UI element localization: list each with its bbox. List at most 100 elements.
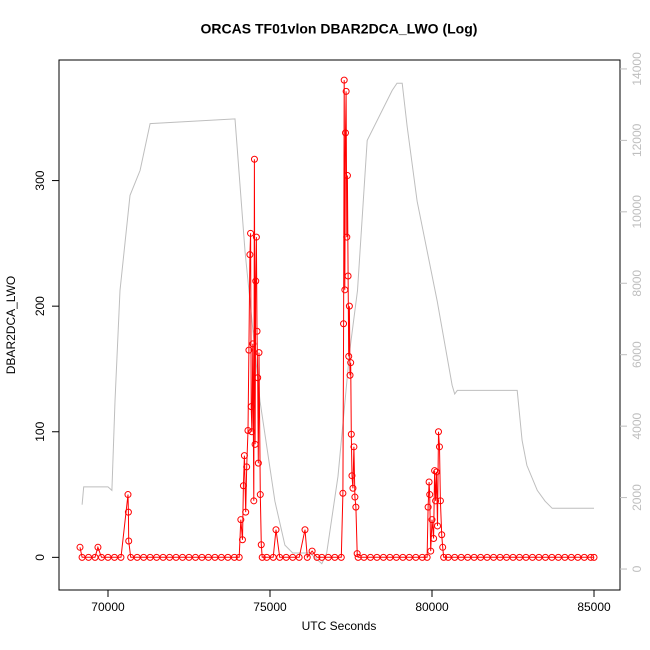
y-tick-label: 0: [33, 554, 47, 561]
point: [337, 553, 345, 561]
y2-tick-label: 0: [630, 565, 644, 572]
point: [343, 233, 351, 241]
point: [242, 508, 250, 516]
point: [350, 443, 358, 451]
point: [250, 497, 258, 505]
point: [349, 484, 357, 492]
point: [431, 467, 439, 475]
point: [251, 440, 259, 448]
point: [239, 482, 247, 490]
x-tick-label: 75000: [253, 600, 287, 614]
point: [256, 491, 264, 499]
point: [428, 516, 436, 524]
point: [341, 129, 349, 137]
point: [427, 547, 435, 555]
y2-tick-label: 2000: [630, 484, 644, 511]
point: [347, 430, 355, 438]
y2-tick-label: 12000: [630, 123, 644, 157]
point: [124, 491, 132, 499]
y2-tick-label: 4000: [630, 412, 644, 439]
point: [426, 491, 434, 499]
point: [352, 503, 360, 511]
point: [340, 76, 348, 84]
point: [435, 443, 443, 451]
point: [438, 531, 446, 539]
point: [430, 535, 438, 543]
point: [244, 426, 252, 434]
point: [434, 428, 442, 436]
point: [351, 493, 359, 501]
point: [257, 541, 265, 549]
point: [254, 374, 262, 382]
y-tick-label: 200: [33, 296, 47, 316]
point: [346, 371, 354, 379]
point: [243, 463, 251, 471]
point: [230, 553, 238, 561]
point: [440, 553, 448, 561]
point: [76, 543, 84, 551]
point: [240, 452, 248, 460]
point: [272, 526, 280, 534]
point: [436, 497, 444, 505]
y2-tick-label: 14000: [630, 52, 644, 86]
y2-tick-label: 8000: [630, 270, 644, 297]
point: [246, 251, 254, 259]
point: [303, 553, 311, 561]
point: [237, 516, 245, 524]
point: [348, 472, 356, 480]
point: [301, 526, 309, 534]
point: [94, 543, 102, 551]
point: [433, 468, 441, 476]
point: [258, 553, 266, 561]
series-line: [81, 82, 594, 565]
x-tick-label: 70000: [91, 600, 125, 614]
point: [342, 87, 350, 95]
point: [248, 428, 256, 436]
point: [255, 349, 263, 357]
point: [253, 327, 261, 335]
point: [308, 547, 316, 555]
point: [423, 553, 431, 561]
point: [313, 553, 321, 561]
x-tick-label: 85000: [577, 600, 611, 614]
point: [424, 503, 432, 511]
point: [250, 155, 258, 163]
y2-tick-label: 6000: [630, 341, 644, 368]
point: [587, 553, 595, 561]
x-axis-label: UTC Seconds: [302, 619, 377, 633]
point: [125, 537, 133, 545]
point: [247, 403, 255, 411]
point: [434, 522, 442, 530]
point: [345, 302, 353, 310]
point: [341, 286, 349, 294]
x-tick-label: 80000: [415, 600, 449, 614]
point: [353, 550, 361, 558]
point: [117, 553, 125, 561]
plot-box: [58, 59, 621, 591]
point: [247, 229, 255, 237]
point: [295, 553, 303, 561]
point: [245, 346, 253, 354]
y2-tick-label: 10000: [630, 195, 644, 229]
point: [343, 172, 351, 180]
point: [124, 508, 132, 516]
point: [439, 543, 447, 551]
y-tick-label: 100: [33, 421, 47, 441]
point: [339, 489, 347, 497]
point: [254, 459, 262, 467]
y-tick-label: 300: [33, 170, 47, 190]
point: [345, 352, 353, 360]
point: [238, 536, 246, 544]
point: [418, 553, 426, 561]
point: [252, 233, 260, 241]
point: [235, 553, 243, 561]
y-axis-label: DBAR2DCA_LWO: [4, 276, 18, 374]
point: [340, 320, 348, 328]
point: [590, 553, 598, 561]
chart-title: ORCAS TF01vlon DBAR2DCA_LWO (Log): [201, 21, 478, 37]
point: [249, 340, 257, 348]
point: [344, 272, 352, 280]
point: [425, 478, 433, 486]
point: [347, 359, 355, 367]
